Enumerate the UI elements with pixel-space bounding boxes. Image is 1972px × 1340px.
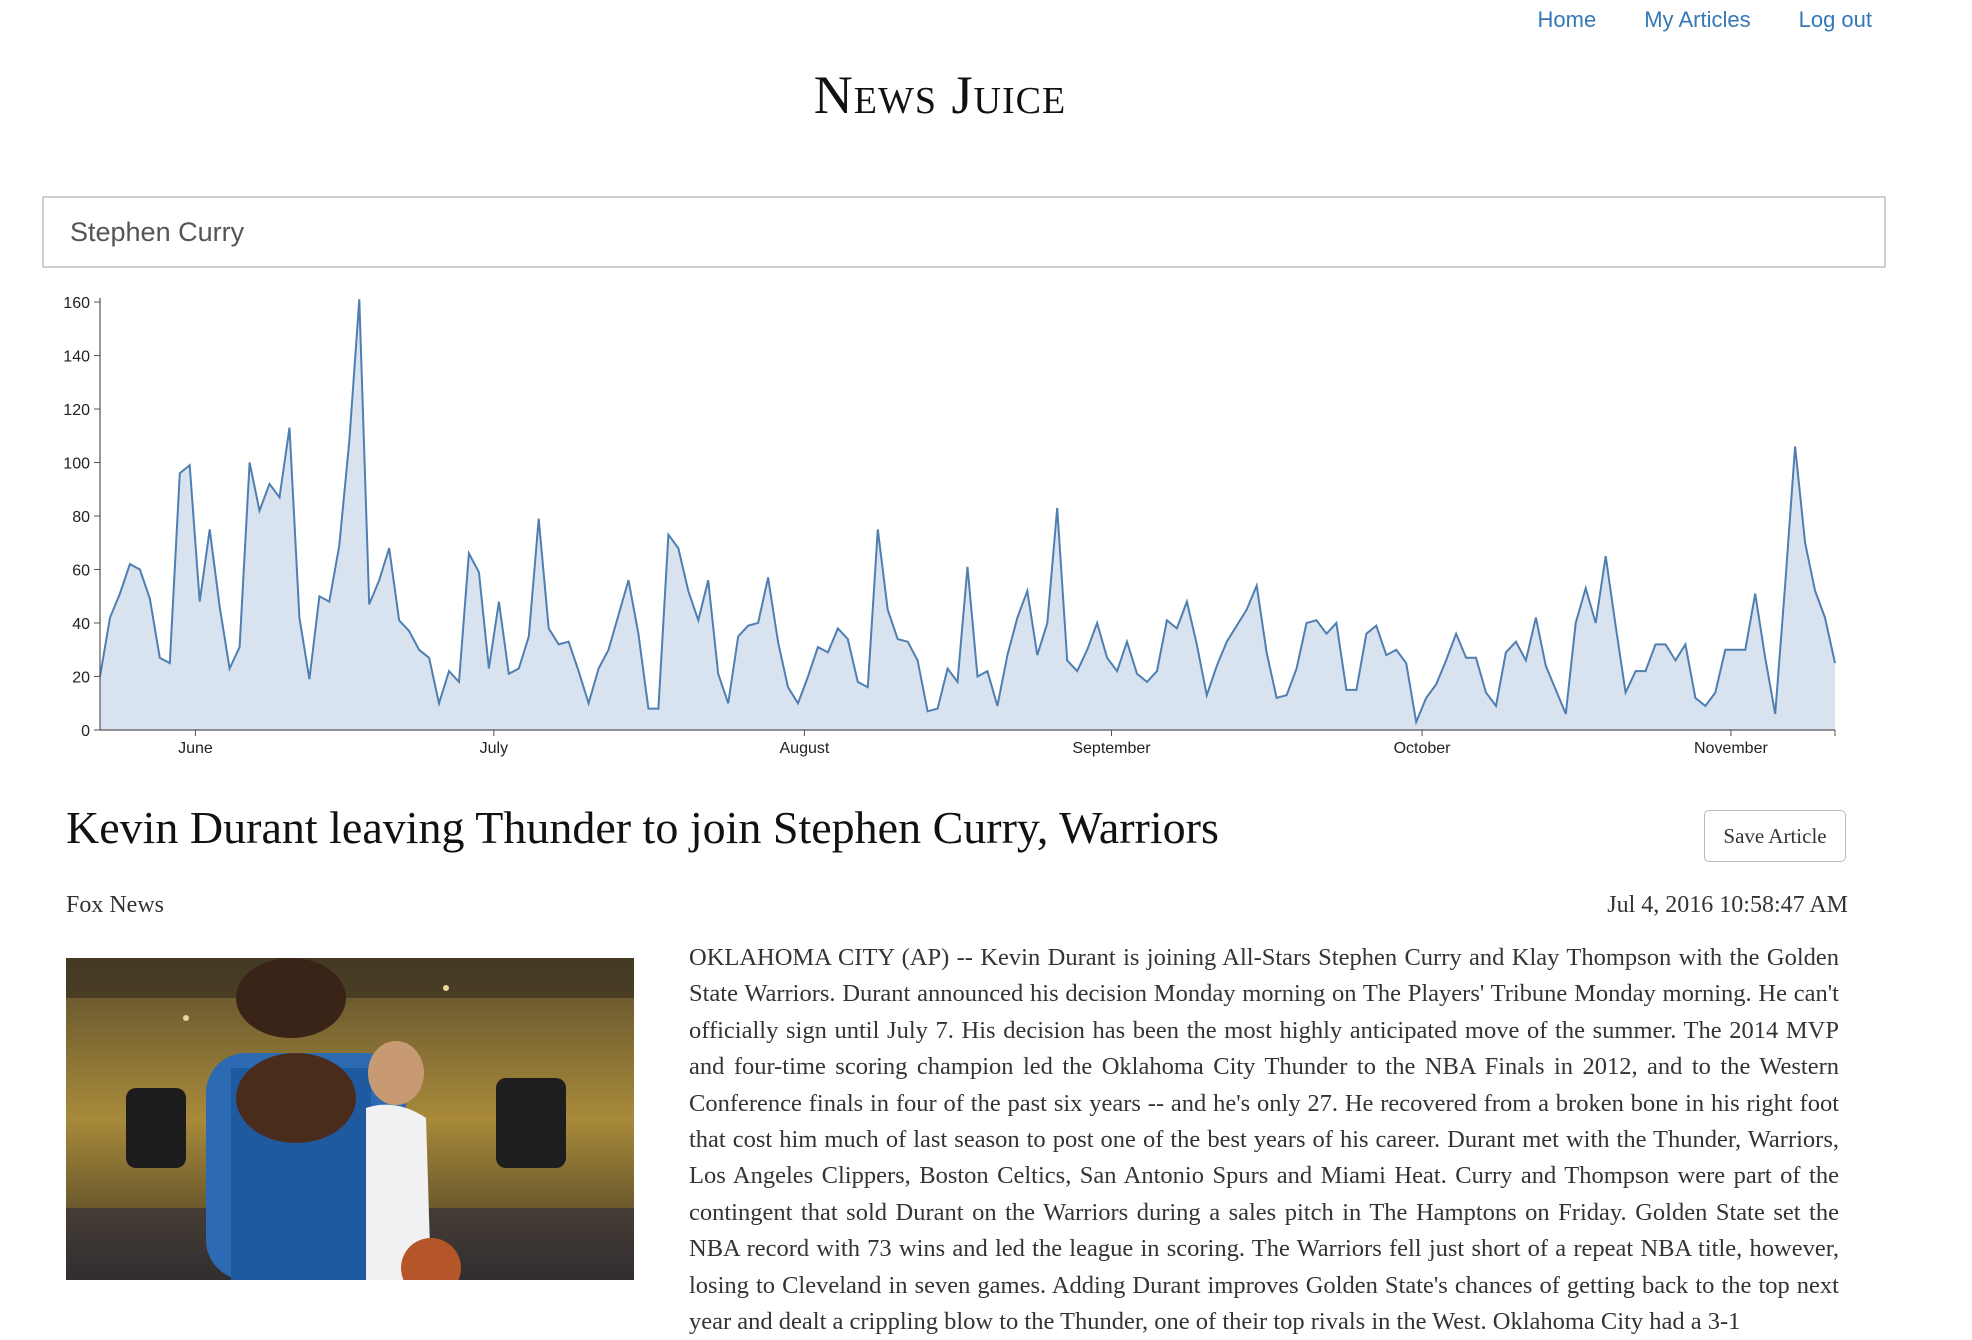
- mentions-chart-svg: 0 20 40 60 80 100 120 140 160 June July August Septe…: [63, 295, 1836, 757]
- site-title[interactable]: News Juice: [0, 64, 1880, 126]
- x-tick-label: October: [1394, 740, 1452, 757]
- y-tick-label: 0: [81, 723, 90, 740]
- chart-series-line: [99, 299, 1836, 726]
- nav-my-articles-link[interactable]: My Articles: [1644, 7, 1751, 32]
- article-title: Kevin Durant leaving Thunder to join Ste…: [66, 802, 1219, 853]
- nav-logout-link[interactable]: Log out: [1798, 7, 1872, 32]
- y-tick-label: 60: [72, 563, 90, 580]
- site-title-text: News Juice: [813, 65, 1067, 125]
- search-box: [42, 196, 1886, 268]
- search-input[interactable]: [44, 198, 1884, 266]
- y-tick-label: 40: [72, 616, 90, 633]
- x-tick-label: September: [1072, 740, 1151, 757]
- chart-area-fill: [100, 299, 1835, 730]
- article-source: Fox News: [66, 892, 165, 918]
- mentions-chart: 0 20 40 60 80 100 120 140 160 June July August Septe…: [40, 290, 1890, 770]
- y-tick-label: 20: [72, 670, 90, 687]
- save-article-button[interactable]: Save Article: [1704, 810, 1846, 862]
- y-tick-label: 80: [72, 509, 90, 526]
- article-body: OKLAHOMA CITY (AP) -- Kevin Durant is jo…: [689, 944, 1839, 1336]
- top-nav: Home My Articles Log out: [1538, 0, 1872, 40]
- x-tick-label: June: [178, 740, 213, 757]
- article-photo-illustration: [66, 958, 634, 1280]
- x-tick-label: July: [480, 740, 508, 757]
- nav-home-link[interactable]: Home: [1537, 7, 1597, 32]
- y-tick-label: 120: [63, 402, 90, 419]
- article-date: Jul 4, 2016 10:58:47 AM: [1607, 892, 1848, 918]
- x-tick-label: November: [1694, 740, 1768, 757]
- y-tick-label: 140: [63, 349, 90, 366]
- y-tick-label: 100: [63, 456, 90, 473]
- y-tick-label: 160: [63, 295, 90, 312]
- article-photo: [66, 958, 634, 1280]
- x-tick-label: August: [780, 740, 830, 757]
